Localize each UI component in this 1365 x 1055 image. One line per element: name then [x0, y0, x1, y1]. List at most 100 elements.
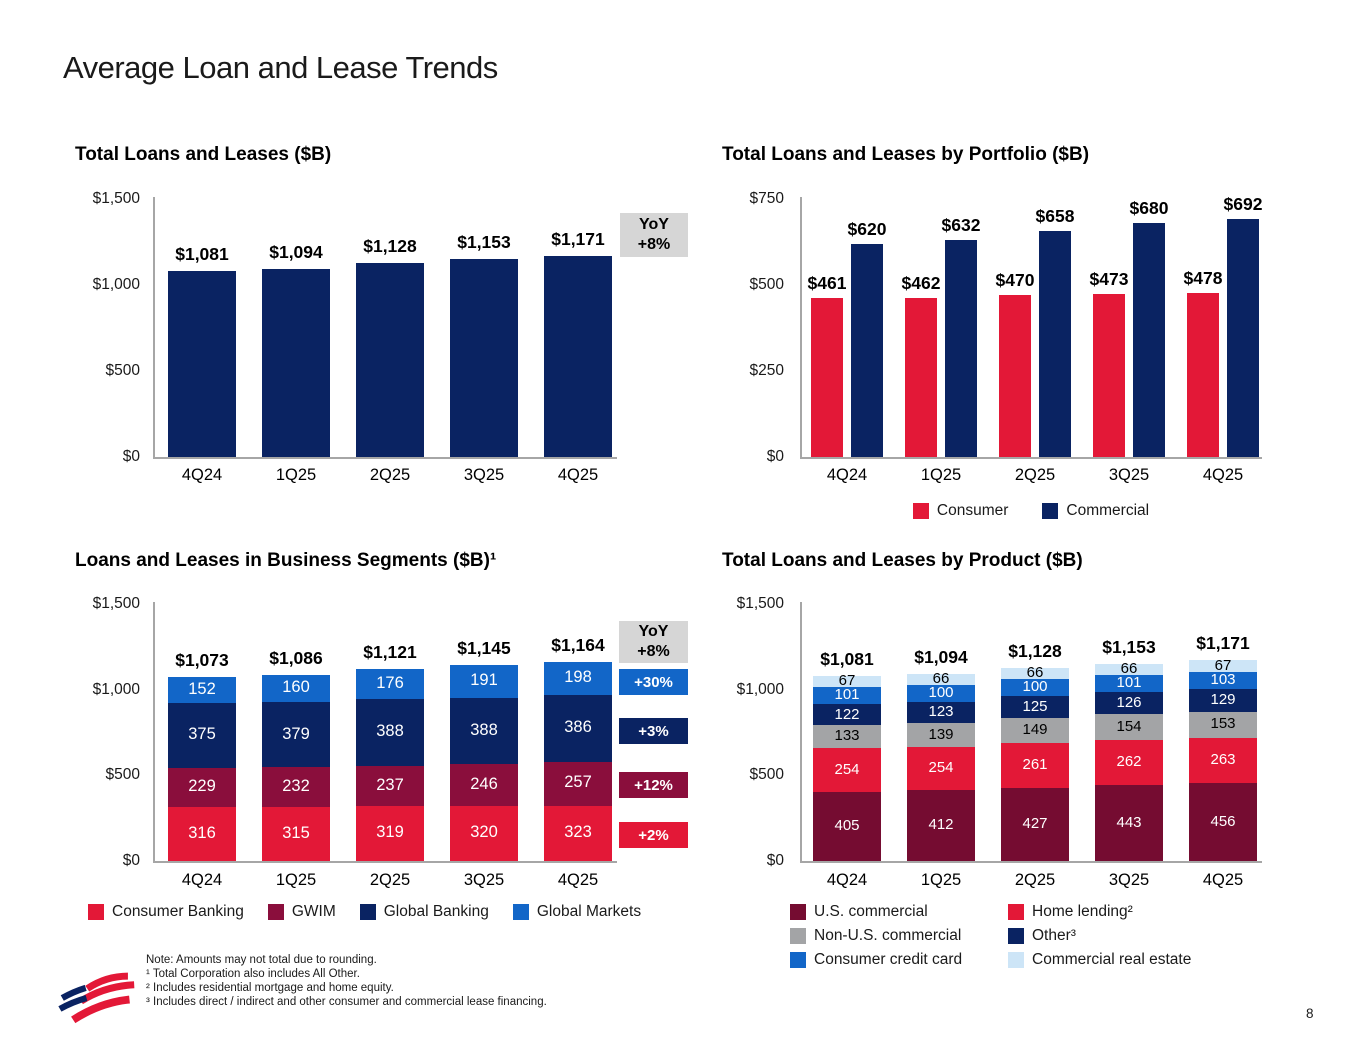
segment-value-label: 191: [470, 670, 498, 689]
bar-segment: [813, 704, 881, 726]
category-label: 1Q25: [275, 871, 317, 889]
legend-swatch: [790, 928, 806, 944]
bar-segment: [1189, 660, 1257, 672]
bar-segment: [262, 674, 330, 703]
segment-value-label: 103: [1210, 671, 1236, 689]
yoy-box-title: YoY: [639, 216, 669, 233]
bar-segment: [262, 702, 330, 768]
page-number: 8: [1306, 1006, 1314, 1021]
bar-segment: [907, 702, 975, 724]
bar-segment: [907, 723, 975, 747]
segment-value-label: 154: [1116, 717, 1142, 735]
yoy-box: YoY +8%: [620, 213, 688, 257]
axis-tick-label: $500: [105, 362, 140, 379]
value-label: $692: [1223, 193, 1263, 214]
legend-swatch: [359, 904, 376, 920]
y-axis-line: [800, 602, 802, 861]
legend-swatch: [912, 503, 929, 519]
bar-segment: [1001, 743, 1069, 788]
segment-value-label: 254: [834, 760, 860, 778]
category-label: 1Q25: [920, 466, 962, 484]
segment-value-label: 126: [1116, 693, 1142, 711]
bar: [811, 298, 843, 457]
bar-segment: [1095, 713, 1163, 741]
legend-label: Consumer Banking: [112, 903, 244, 920]
category-label: 2Q25: [369, 466, 411, 484]
legend-label: GWIM: [291, 903, 336, 920]
bar-segment: [813, 675, 881, 688]
legend-label: Consumer credit card: [814, 951, 963, 968]
yoy-callout: +30%: [619, 669, 688, 695]
segment-value-label: 323: [564, 823, 592, 842]
value-label: $1,153: [457, 231, 511, 252]
segment-value-label: 66: [932, 669, 950, 687]
legend: U.S. commercial Home lending² Non-U.S. com…: [790, 903, 1268, 969]
legend-swatch: [512, 904, 529, 920]
y-axis-line: [153, 602, 155, 861]
yoy-callout: +2%: [619, 822, 688, 848]
total-value-label: $1,073: [175, 650, 229, 671]
category-label: 4Q25: [557, 871, 599, 889]
legend-item: Other³: [1008, 927, 1268, 945]
total-value-label: $1,094: [914, 646, 968, 667]
segment-value-label: 443: [1116, 813, 1142, 831]
segment-value-label: 125: [1022, 697, 1048, 715]
segment-value-label: 257: [564, 773, 592, 792]
segment-value-label: 153: [1210, 715, 1236, 733]
segment-value-label: 316: [188, 823, 216, 842]
legend-item: Home lending²: [1008, 903, 1268, 921]
footnote-3: ³ Includes direct / indirect and other c…: [146, 996, 547, 1008]
axis-tick-label: $500: [749, 766, 784, 784]
chart-title-total-loans: Total Loans and Leases ($B): [75, 144, 332, 165]
axis-tick-label: $500: [105, 766, 140, 784]
bar-segment: [450, 764, 518, 807]
category-label: 3Q25: [1108, 871, 1150, 889]
bar-segment: [1001, 696, 1069, 718]
segment-value-label: 319: [376, 823, 404, 842]
bar-segment: [168, 767, 236, 807]
bar-segment: [544, 661, 612, 696]
legend-label: Other³: [1032, 927, 1076, 944]
total-value-label: $1,081: [820, 648, 874, 669]
category-label: 4Q25: [557, 466, 599, 484]
segment-value-label: 123: [928, 703, 954, 721]
axis-tick-label: $1,000: [92, 276, 140, 293]
segment-value-label: 427: [1022, 815, 1048, 833]
legend-item: GWIM: [267, 903, 336, 921]
total-value-label: $1,086: [269, 647, 323, 668]
segment-value-label: 246: [470, 774, 498, 793]
x-axis-line: [800, 457, 1262, 459]
bar-segment: [544, 805, 612, 861]
category-label: 2Q25: [369, 871, 411, 889]
category-label: 4Q24: [826, 466, 868, 484]
bar-segment: [168, 806, 236, 861]
bar: [1227, 218, 1259, 457]
bar-segment: [813, 687, 881, 705]
value-label: $1,081: [175, 244, 229, 265]
yoy-box-value: +8%: [637, 236, 671, 253]
bar-segment: [168, 703, 236, 768]
bar-segment: [1001, 787, 1069, 861]
legend-label: Non-U.S. commercial: [814, 927, 962, 944]
legend-item: Commercial real estate: [1008, 951, 1268, 969]
axis-tick-label: $1,500: [92, 190, 140, 207]
bar-segment: [1189, 689, 1257, 712]
bar-segment: [1189, 782, 1257, 861]
segment-value-label: 412: [928, 816, 954, 834]
legend-item: Global Banking: [359, 903, 489, 921]
segment-value-label: 152: [188, 680, 216, 699]
footnote-2: ² Includes residential mortgage and home…: [146, 982, 394, 994]
total-value-label: $1,171: [1196, 633, 1250, 654]
chart-title-business-segments: Loans and Leases in Business Segments ($…: [75, 550, 497, 571]
segment-value-label: 122: [834, 705, 860, 723]
total-value-label: $1,153: [1102, 636, 1156, 657]
legend-label: Commercial: [1066, 502, 1150, 519]
bar-segment: [907, 684, 975, 702]
segment-value-label: 66: [1120, 659, 1138, 677]
segment-value-label: 263: [1210, 751, 1236, 769]
segment-value-label: 100: [928, 684, 954, 702]
category-label: 2Q25: [1014, 466, 1056, 484]
legend-label: Home lending²: [1032, 903, 1133, 920]
segment-value-label: 405: [834, 817, 860, 834]
